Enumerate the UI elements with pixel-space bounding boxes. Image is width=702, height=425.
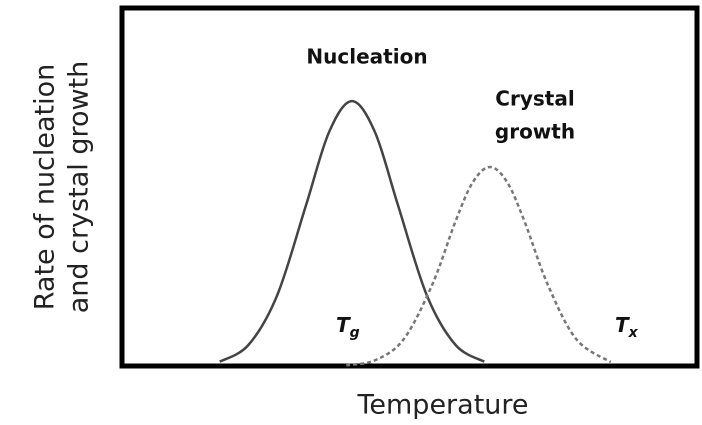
y-axis-label-line: Rate of nucleation bbox=[30, 64, 61, 311]
symbol: T bbox=[615, 313, 630, 337]
annotation: Crystal bbox=[495, 87, 574, 111]
annotation: Nucleation bbox=[306, 45, 427, 69]
y-axis-label: Rate of nucleation and crystal growth bbox=[30, 61, 95, 314]
y-axis-label-line: and crystal growth bbox=[64, 61, 95, 314]
series-line bbox=[219, 99, 485, 363]
symbol: T bbox=[336, 313, 351, 337]
series-line bbox=[346, 165, 612, 367]
subscript: x bbox=[628, 325, 639, 341]
x-axis-label: Temperature bbox=[356, 390, 528, 421]
annotation: Tx bbox=[615, 313, 639, 342]
subscript: g bbox=[350, 325, 360, 341]
annotation: growth bbox=[495, 120, 575, 144]
plot-frame bbox=[119, 5, 700, 369]
annotation: Tg bbox=[336, 313, 360, 342]
